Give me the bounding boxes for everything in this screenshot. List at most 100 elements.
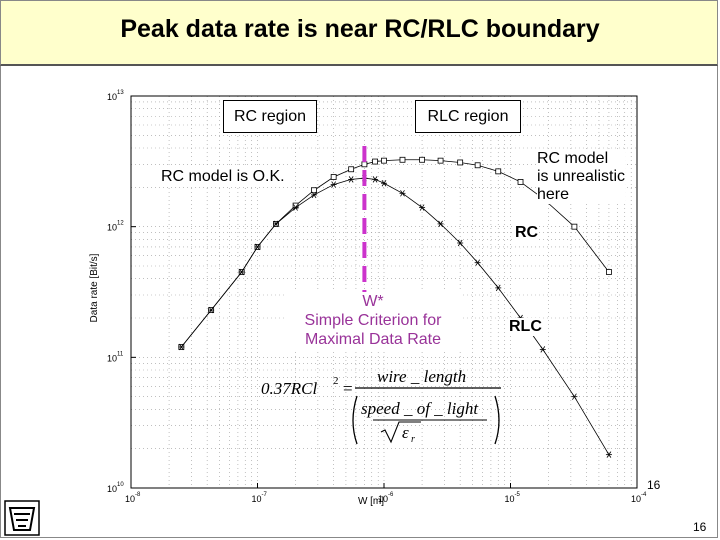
star-stroke bbox=[572, 393, 577, 400]
data-point-rlc bbox=[457, 239, 464, 247]
formula-epsilon-sub: r bbox=[411, 434, 415, 445]
data-point-rc bbox=[495, 168, 502, 175]
data-point-rlc bbox=[495, 284, 502, 292]
data-point-rlc bbox=[348, 176, 355, 183]
star-stroke bbox=[239, 268, 245, 276]
rc-unrealistic-line-3: here bbox=[537, 186, 570, 203]
formula-exponent: 2 bbox=[333, 375, 339, 387]
data-point-rlc bbox=[474, 259, 481, 266]
data-point-rlc bbox=[311, 191, 318, 199]
formula-epsilon: ε bbox=[402, 423, 409, 442]
data-point-rc bbox=[606, 269, 612, 275]
formula-equals: = bbox=[343, 379, 353, 398]
w-star-title: W* bbox=[362, 293, 384, 310]
y-tick-exponent: 12 bbox=[117, 221, 124, 227]
data-point-rc bbox=[330, 174, 337, 180]
x-tick-label: 10 bbox=[505, 494, 515, 504]
x-tick-label: 10 bbox=[252, 494, 262, 504]
formula-paren-right bbox=[494, 395, 500, 445]
star-stroke bbox=[179, 343, 184, 351]
rc-region-label: RC region bbox=[223, 100, 317, 133]
rlc-region-label: RLC region bbox=[415, 100, 521, 133]
formula-numerator: wire _ length bbox=[377, 367, 466, 386]
star-stroke bbox=[273, 220, 279, 228]
data-point-rlc bbox=[272, 220, 279, 228]
data-point-rc bbox=[517, 179, 524, 185]
star-stroke bbox=[348, 176, 354, 183]
data-point-rc bbox=[457, 159, 464, 166]
star-stroke bbox=[311, 191, 317, 199]
formula-denominator: speed _ of _ light bbox=[361, 399, 479, 418]
data-point-rc bbox=[372, 158, 378, 165]
chart-series bbox=[178, 156, 612, 458]
rlc-curve-label: RLC bbox=[509, 318, 542, 336]
y-tick-exponent: 13 bbox=[117, 90, 124, 96]
formula: 0.37RCl 2 = wire _ length speed _ of _ l… bbox=[261, 367, 501, 445]
data-point-rc bbox=[571, 223, 578, 230]
data-point-rc bbox=[348, 166, 355, 173]
data-point-rlc bbox=[605, 451, 612, 458]
x-tick-label: 10 bbox=[378, 494, 388, 504]
y-tick-exponent: 10 bbox=[117, 482, 124, 488]
rc-ok-label: RC model is O.K. bbox=[161, 168, 285, 186]
data-point-rlc bbox=[178, 343, 185, 351]
x-tick-exponent: -4 bbox=[641, 492, 647, 498]
x-axis-label: W [m] bbox=[358, 496, 384, 507]
star-stroke bbox=[400, 190, 405, 197]
series-line-rlc bbox=[181, 177, 610, 455]
star-stroke bbox=[372, 176, 378, 183]
star-stroke bbox=[293, 204, 298, 211]
y-tick-label: 10 bbox=[107, 353, 117, 363]
data-point-rlc bbox=[330, 181, 337, 188]
x-tick-exponent: -7 bbox=[262, 492, 268, 498]
star-stroke bbox=[208, 306, 214, 314]
x-tick-exponent: -5 bbox=[515, 492, 521, 498]
data-point-rlc bbox=[372, 176, 379, 183]
data-point-rlc bbox=[254, 243, 261, 251]
y-tick-label: 10 bbox=[107, 484, 117, 494]
rc-unrealistic-label: RC model is unrealistic here bbox=[537, 150, 626, 204]
data-point-rlc bbox=[292, 204, 299, 211]
star-stroke bbox=[381, 180, 387, 187]
y-axis-label: Data rate [Bit/s] bbox=[89, 253, 100, 322]
data-point-rc bbox=[399, 156, 406, 163]
page-number-inner: 16 bbox=[647, 478, 661, 492]
formula-paren-left bbox=[352, 395, 358, 445]
x-tick-label: 10 bbox=[125, 494, 135, 504]
x-tick-label: 10 bbox=[631, 494, 641, 504]
slide-title: Peak data rate is near RC/RLC boundary bbox=[120, 15, 600, 43]
rc-curve-label: RC bbox=[515, 224, 539, 242]
data-point-rlc bbox=[381, 180, 387, 187]
w-star-annotation: W* Simple Criterion for Maximal Data Rat… bbox=[285, 292, 461, 349]
x-tick-exponent: -8 bbox=[135, 492, 141, 498]
formula-lhs: 0.37RCl bbox=[261, 379, 317, 398]
data-point-rc bbox=[419, 156, 425, 163]
rc-unrealistic-line-1: RC model bbox=[537, 150, 609, 167]
w-star-line-2: Simple Criterion for bbox=[304, 312, 442, 329]
rc-unrealistic-line-2: is unrealistic bbox=[537, 168, 626, 185]
formula-sqrt bbox=[380, 421, 421, 444]
star-stroke bbox=[495, 284, 501, 292]
data-point-rc bbox=[361, 161, 368, 168]
star-stroke bbox=[331, 181, 336, 188]
data-point-rlc bbox=[571, 393, 578, 400]
y-tick-label: 10 bbox=[107, 92, 117, 102]
star-stroke bbox=[606, 451, 612, 458]
star-stroke bbox=[255, 243, 260, 251]
data-point-rc bbox=[437, 157, 444, 164]
y-tick-exponent: 11 bbox=[117, 351, 124, 357]
data-point-rc bbox=[311, 187, 317, 194]
y-tick-label: 10 bbox=[107, 223, 117, 233]
star-stroke bbox=[457, 239, 463, 247]
data-point-rlc bbox=[437, 220, 444, 228]
w-star-line-3: Maximal Data Rate bbox=[304, 331, 442, 348]
data-point-rlc bbox=[238, 268, 245, 276]
data-point-rc bbox=[474, 162, 481, 169]
data-point-rc bbox=[381, 157, 387, 164]
star-stroke bbox=[419, 204, 425, 211]
star-stroke bbox=[540, 346, 546, 353]
university-logo-icon bbox=[4, 500, 40, 536]
data-point-rlc bbox=[399, 190, 406, 197]
data-point-rlc bbox=[539, 346, 546, 353]
